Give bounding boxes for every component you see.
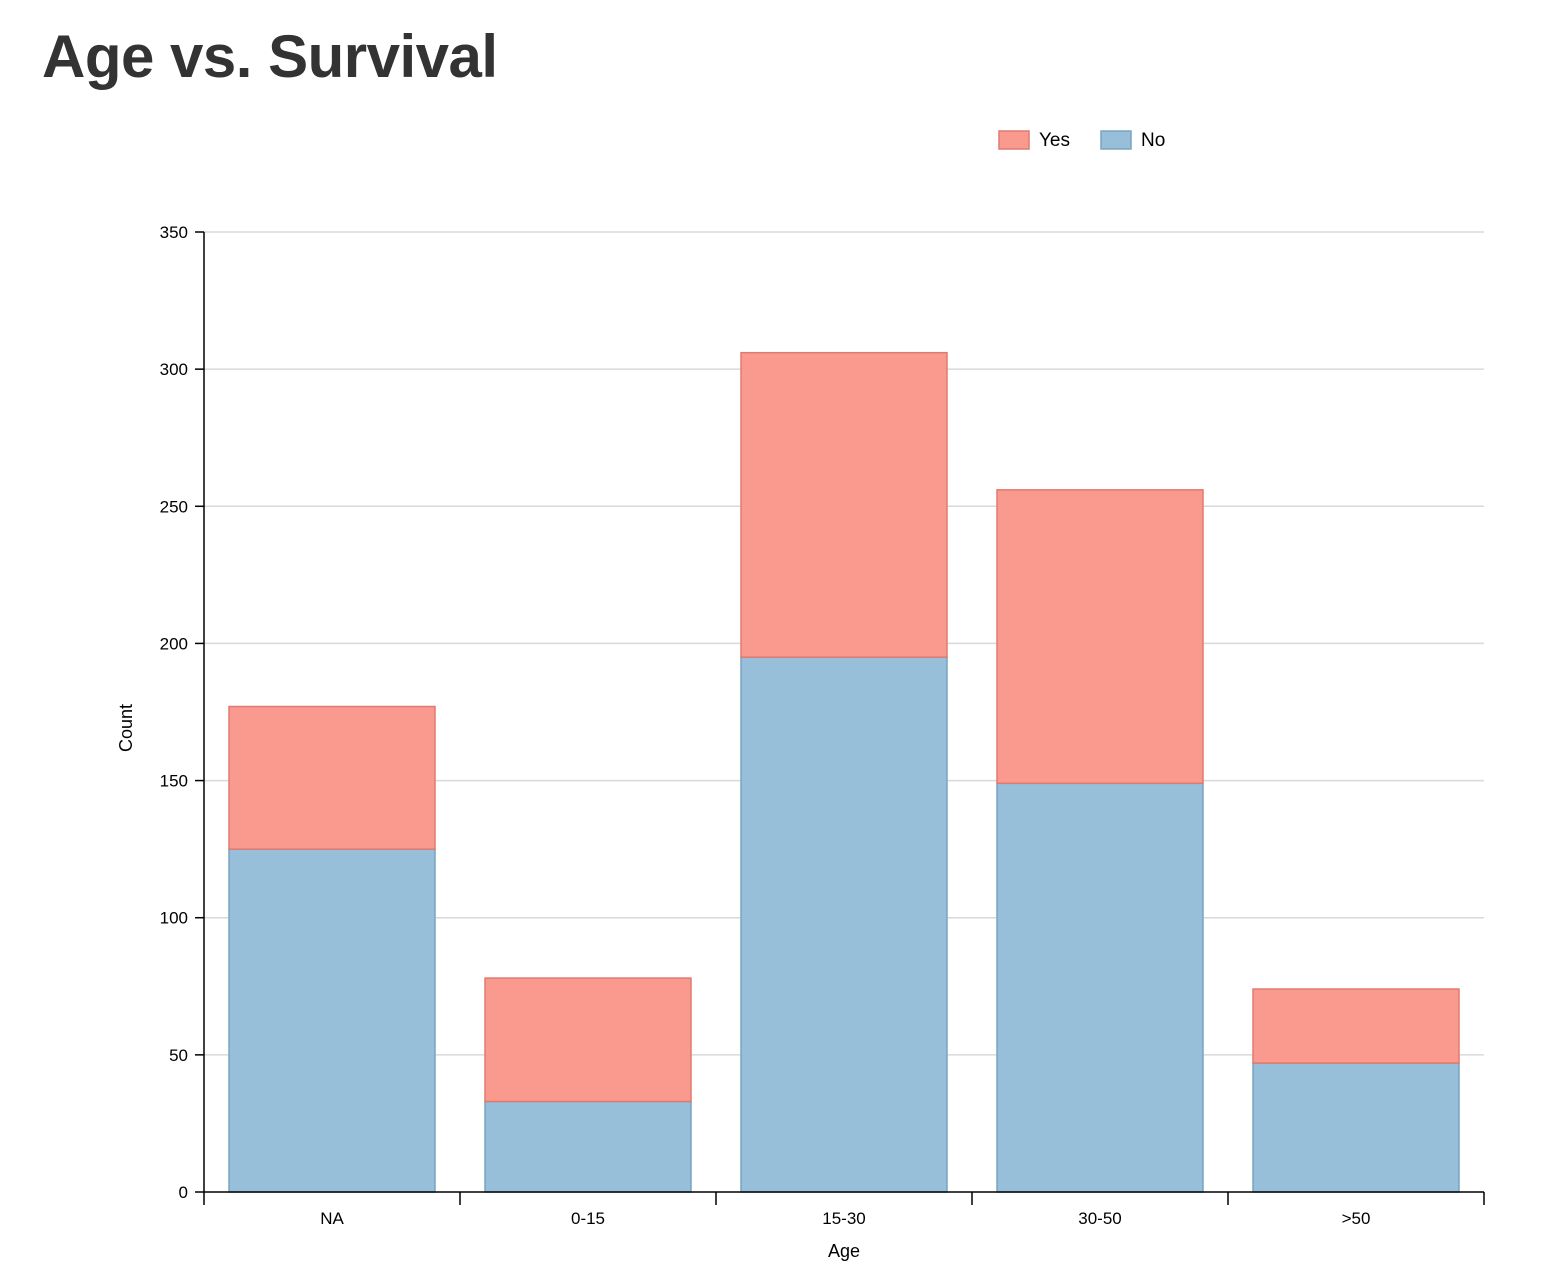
bar-yes-3 <box>996 489 1204 785</box>
bar-no-0 <box>228 848 436 1193</box>
bar-yes-4 <box>1252 988 1460 1064</box>
legend: Yes No <box>998 130 1165 151</box>
bar-no-1 <box>484 1100 692 1193</box>
y-tick-label: 50 <box>169 1046 188 1065</box>
y-tick-label: 200 <box>160 634 188 653</box>
bar-no-4 <box>1252 1062 1460 1193</box>
x-ticks: NA 0-15 15-30 30-50 >50 <box>203 1192 1485 1228</box>
x-tick-label: NA <box>320 1209 344 1228</box>
legend-swatch-no <box>1100 130 1132 150</box>
page-title: Age vs. Survival <box>42 23 498 90</box>
axes <box>203 232 1484 1193</box>
bar-no-3 <box>996 782 1204 1193</box>
y-ticks: 0 50 100 150 200 250 300 350 <box>160 223 204 1202</box>
bar-yes-2 <box>740 351 948 658</box>
y-tick-label: 300 <box>160 360 188 379</box>
bar-yes-1 <box>484 977 692 1103</box>
x-tick-label: 15-30 <box>822 1209 865 1228</box>
x-tick-label: 30-50 <box>1078 1209 1121 1228</box>
x-tick-label: >50 <box>1342 1209 1371 1228</box>
y-tick-label: 250 <box>160 497 188 516</box>
y-tick-label: 350 <box>160 223 188 242</box>
y-tick-label: 150 <box>160 772 188 791</box>
y-axis-title: Count <box>116 704 136 752</box>
legend-label-no: No <box>1141 130 1165 151</box>
y-tick-label: 0 <box>179 1183 188 1202</box>
x-axis-title: Age <box>828 1241 860 1261</box>
bar-no-2 <box>740 656 948 1193</box>
bars <box>228 351 1460 1193</box>
y-tick-label: 100 <box>160 909 188 928</box>
legend-label-yes: Yes <box>1039 130 1070 151</box>
bar-yes-0 <box>228 705 436 850</box>
legend-swatch-yes <box>998 130 1030 150</box>
x-tick-label: 0-15 <box>571 1209 605 1228</box>
